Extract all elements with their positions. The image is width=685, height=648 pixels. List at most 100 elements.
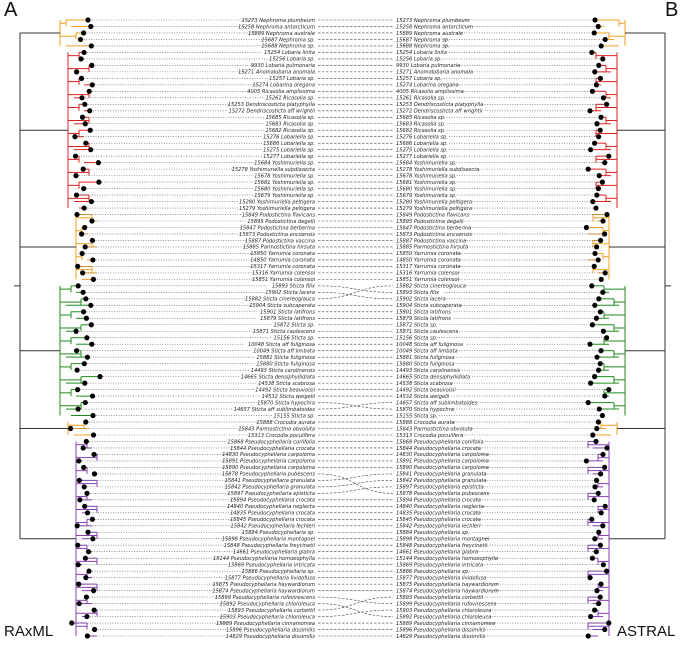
right-tip-dot — [604, 568, 610, 574]
left-tip-label: 15841 Pseudocyphellaria granulata — [225, 478, 315, 484]
left-tip-dot — [83, 594, 89, 600]
left-tip-label: 15901 Sticta latifrons — [260, 310, 315, 316]
left-tip-dot — [79, 231, 85, 237]
left-tip-dot — [77, 497, 83, 503]
left-tip-dot — [90, 432, 97, 438]
left-tip-dot — [90, 257, 96, 263]
right-tip-label: 14492 Sticta beauvoisii — [396, 387, 456, 393]
left-tip-dot — [84, 335, 90, 341]
left-tip-dot — [86, 88, 92, 94]
left-tip-label: 15271 Anomalobaria anomala — [238, 70, 315, 76]
right-tip-label: 15849 Podostictina flavicans — [396, 212, 470, 218]
left-tip-dot — [88, 198, 94, 205]
left-tip-dot — [74, 348, 80, 354]
right-tip-label: 15878 Pseudocyphellaria pubescens — [396, 491, 490, 497]
left-tip-dot — [79, 95, 85, 101]
right-tip-dot — [593, 205, 599, 211]
left-tip-label: 15845 Pseudocyphellaria crocata — [230, 517, 315, 523]
left-tip-dot — [80, 166, 86, 172]
left-tip-dot — [97, 374, 103, 380]
left-tip-dot — [76, 458, 82, 464]
left-tip-dot — [78, 75, 85, 81]
right-tip-dot — [595, 490, 601, 496]
left-tip-dot — [75, 283, 81, 289]
left-tip-dot — [91, 471, 98, 477]
left-tip-label: 14840 Pseudocyphellaria neglecta — [227, 504, 315, 510]
right-tip-label: 15680 Yoshimuriella sp. — [396, 186, 457, 192]
left-tip-dot — [88, 147, 94, 153]
left-tip-dot — [76, 600, 82, 607]
left-tip-label: 15886 Pseudocyphellaria sp. — [242, 569, 315, 575]
right-tip-dot — [598, 237, 604, 244]
right-tip-label: 15682 Ricasolia sp. — [396, 128, 446, 134]
left-tip-label: 15686 Lobariella sp. — [263, 141, 315, 147]
right-tip-dot — [592, 140, 598, 146]
right-tip-dot — [592, 302, 598, 308]
left-tip-label: 15842 Pseudocyphellaria lechleri — [230, 524, 315, 530]
right-tip-dot — [597, 127, 603, 133]
right-tip-dot — [592, 536, 598, 542]
left-tip-label: 15893 Sticta filix — [272, 284, 316, 290]
left-tip-label: 15679 Yoshimuriella sp. — [254, 193, 315, 199]
right-tip-label: 9930 Lobaria pulmonaria — [396, 63, 460, 69]
left-tip-dot — [85, 17, 91, 23]
right-tip-label: 14657 Sticta aff sublimbatoides — [396, 400, 478, 406]
left-tip-label: 14830 Pseudocyphellaria carpoloma — [222, 452, 315, 458]
right-tip-label: 14835 Pseudocyphellaria crocata — [396, 511, 481, 517]
right-tip-dot — [596, 173, 602, 179]
right-tip-label: 14538 Sticta scabrosa — [396, 381, 453, 387]
left-tip-label: 15875 Pseudocyphellaria haywardiorum — [212, 582, 315, 588]
right-tip-dot — [593, 438, 599, 445]
right-tip-dot — [598, 510, 604, 516]
left-tip-label: 15678 Yoshimuriella sp. — [254, 173, 315, 179]
left-tip-dot — [81, 30, 87, 36]
left-tip-dot — [89, 62, 95, 68]
right-tip-dot — [606, 620, 612, 626]
right-tip-label: 15893 Pseudocyphellaria corbettii — [396, 595, 484, 601]
right-tip-dot — [598, 276, 604, 282]
left-tip-label: 15881 Sticta fuliginosa — [256, 355, 315, 361]
right-tip-dot — [602, 464, 608, 471]
left-tip-dot — [82, 121, 88, 127]
method-label-right: ASTRAL — [617, 623, 676, 640]
taxon-connector-crossing — [317, 292, 394, 300]
right-tip-label: 15899 Pseudocyphellaria rufovirescens — [396, 601, 497, 607]
left-tip-label: 15155 Sticta sp. — [273, 413, 315, 419]
left-tip-dot — [81, 185, 87, 192]
right-tip-label: 15902 Sticta lacera — [396, 297, 446, 303]
right-tip-dot — [587, 341, 593, 347]
left-tip-label: 15844 Pseudocyphellaria crocata — [230, 446, 315, 452]
left-tip-label: 10048 Sticta aff fuliginosa — [248, 342, 315, 348]
right-tip-dot — [602, 270, 608, 276]
panel-letter-right: B — [665, 0, 679, 21]
right-tip-dot — [602, 626, 608, 633]
right-tip-label: 15895 Podostictina degelii — [396, 219, 464, 225]
right-tip-label: 14532 Sticta weigelii — [396, 394, 450, 400]
left-tip-label: 15869 Pseudocyphellaria intricata — [228, 562, 315, 568]
left-tip-dot — [82, 503, 88, 509]
right-tip-dot — [602, 36, 608, 43]
right-tip-label: 15888 Crocodia aurata — [396, 420, 455, 426]
right-tip-label: 15277 Lobariella sp. — [396, 154, 448, 160]
right-tip-label: 15873 Podostictina encoensis — [396, 232, 472, 238]
left-tip-dot — [82, 380, 88, 386]
right-tip-dot — [600, 451, 606, 458]
right-tip-dot — [589, 283, 595, 289]
right-tip-label: 4005 Ricasolia amplissima — [396, 89, 464, 95]
left-tip-label: 15277 Lobariella sp. — [263, 154, 315, 160]
left-tip-dot — [74, 367, 80, 373]
right-tip-dot — [593, 82, 600, 88]
right-tip-label: 10048 Sticta aff fuliginosa — [396, 342, 463, 348]
right-tip-dot — [583, 458, 590, 464]
left-tip-label: 15261 Ricasolia sp. — [265, 96, 315, 102]
right-tip-label: 15880 Sticta fuliginosa — [396, 361, 455, 367]
right-tip-label: 15872 Sticta sp. — [396, 323, 438, 329]
right-tip-dot — [596, 600, 602, 607]
right-tip-dot — [595, 185, 602, 192]
right-tip-label: 15879 Sticta latifrons — [396, 316, 451, 322]
left-tip-dot — [88, 23, 94, 30]
right-tip-label: 15280 Yoshimuriella peltigera — [396, 199, 472, 205]
left-tip-dot — [91, 588, 97, 594]
left-tip-dot — [73, 192, 80, 198]
right-tip-dot — [596, 406, 602, 412]
